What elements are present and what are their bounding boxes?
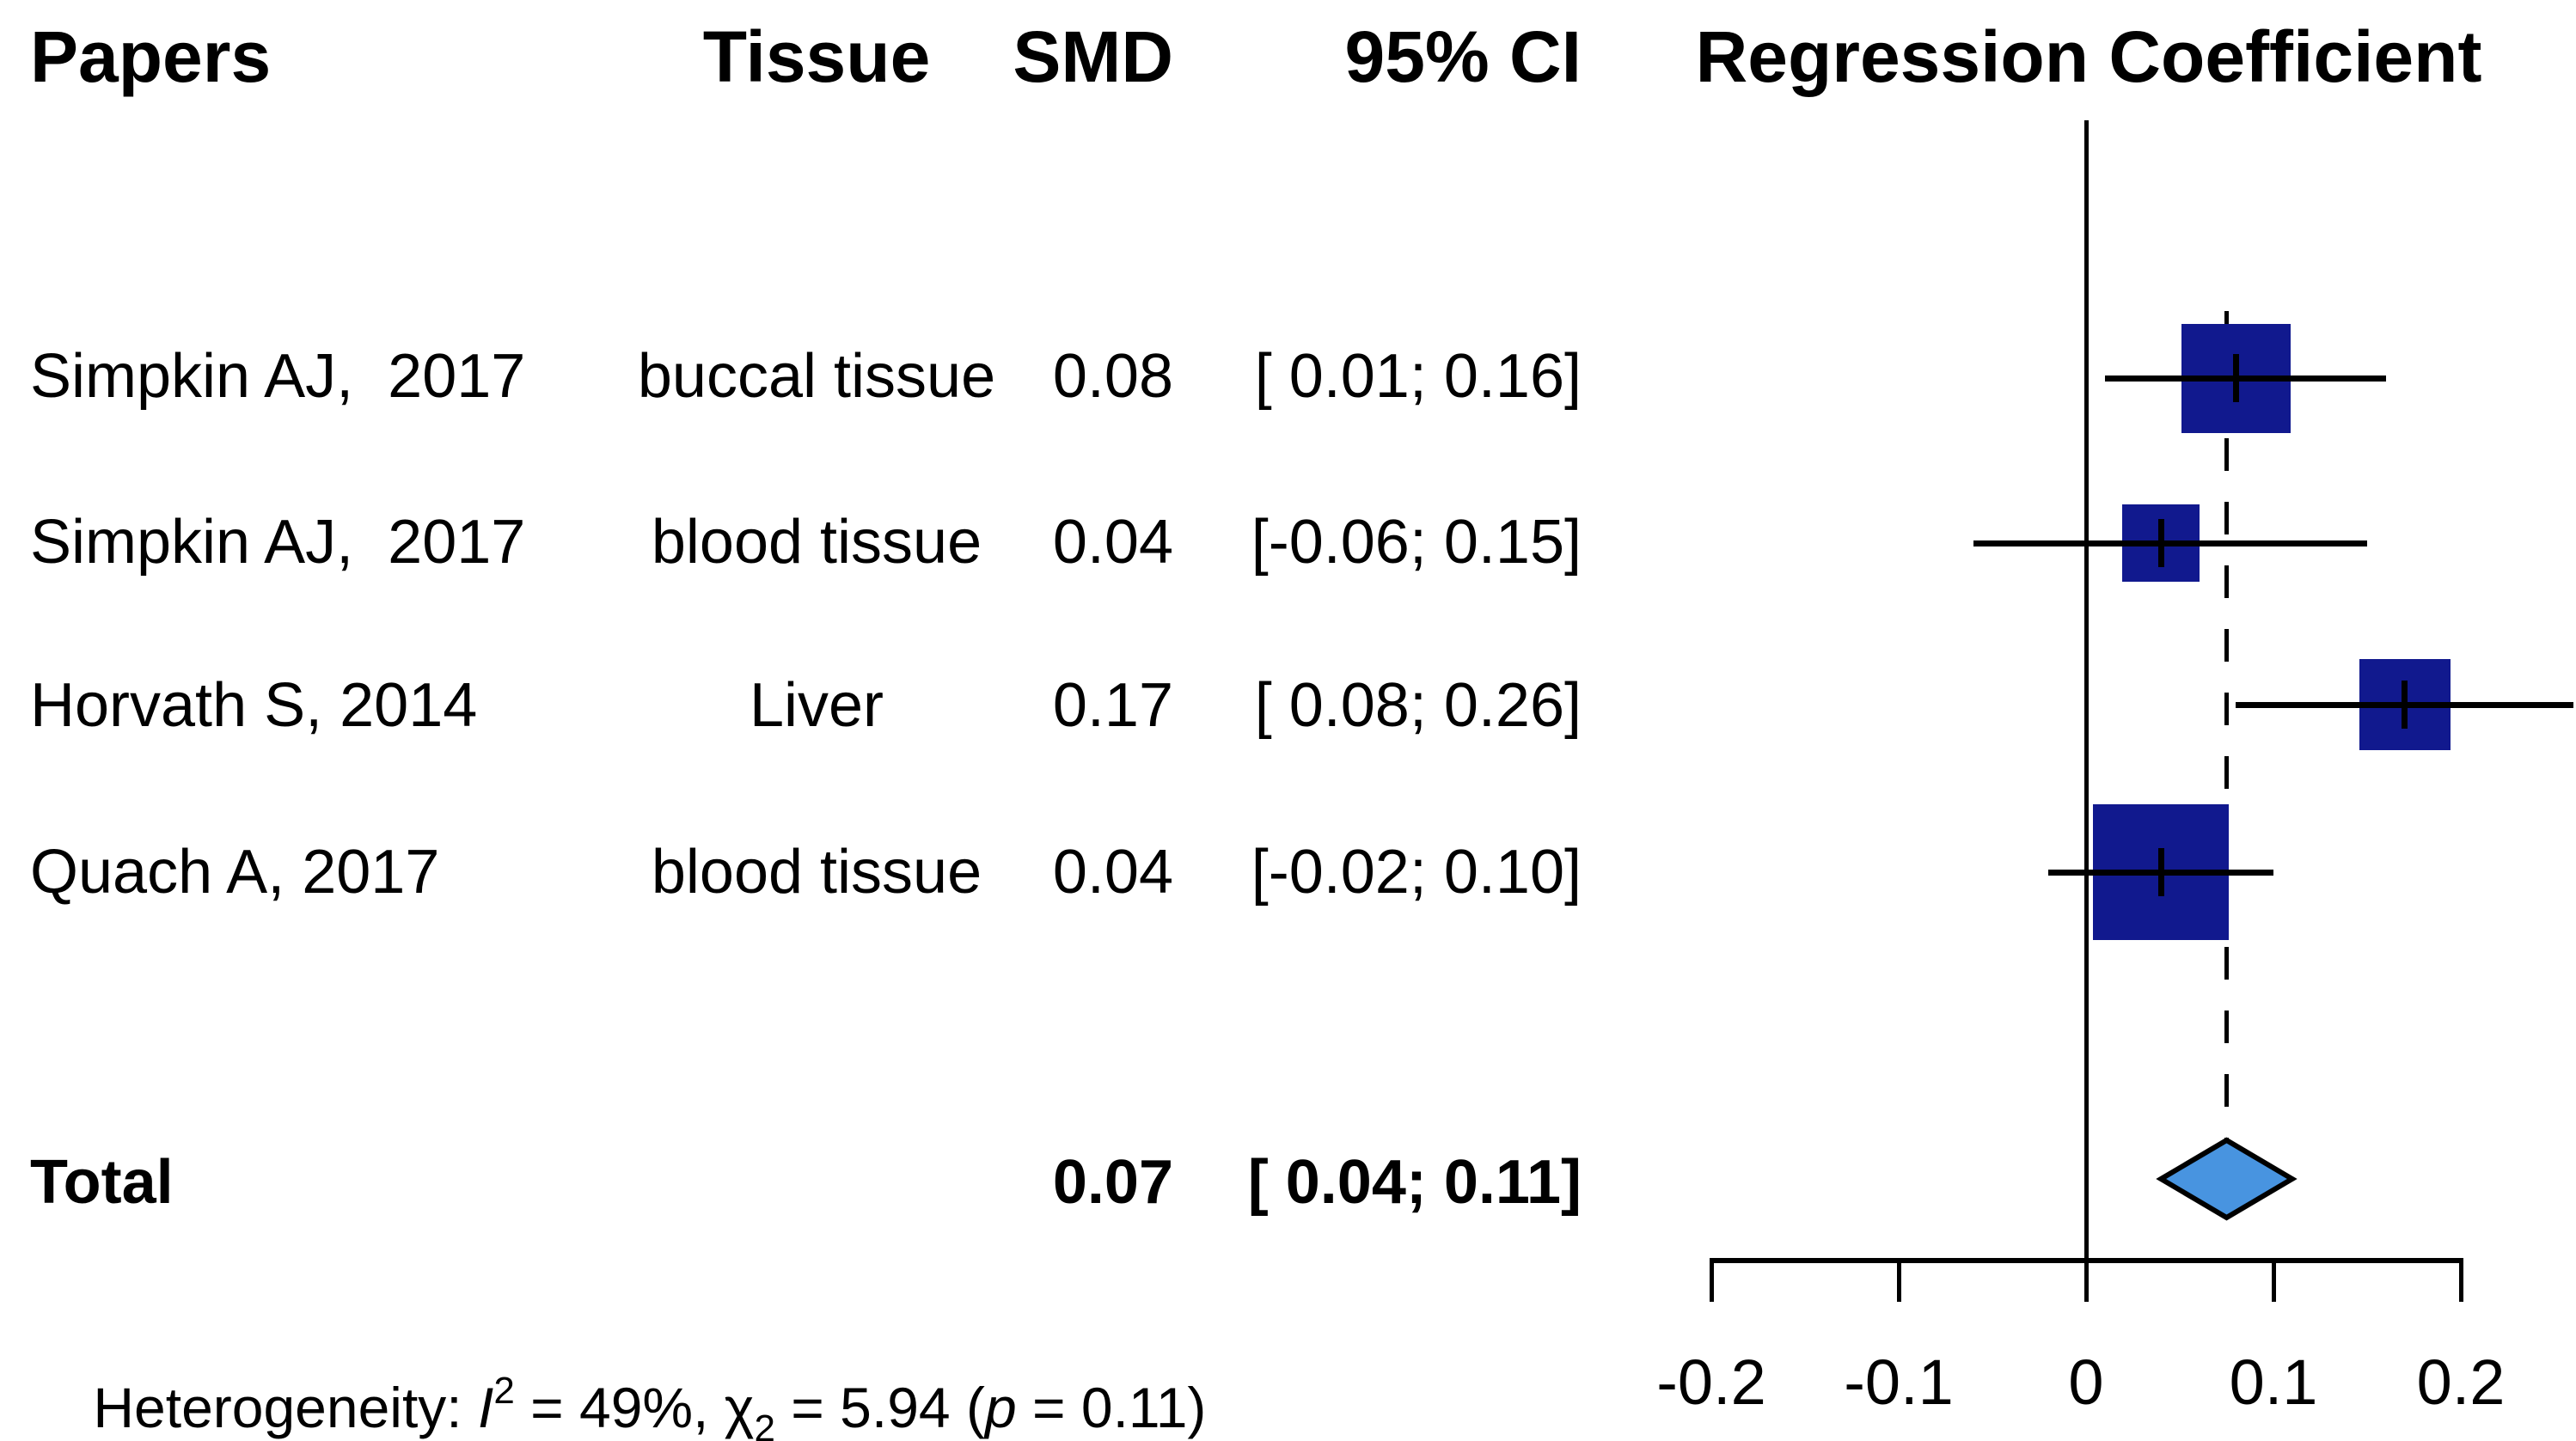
heterogeneity-p-value: = 0.11) xyxy=(1016,1376,1207,1439)
tissue-label: blood tissue xyxy=(651,508,982,577)
smd-value: 0.04 xyxy=(1052,508,1173,577)
tissue-label: Liver xyxy=(749,671,884,740)
axis-tick xyxy=(1896,1261,1901,1302)
point-estimate-marker xyxy=(2232,354,2239,402)
chi-squared-scripts: 23 xyxy=(754,1407,775,1441)
axis-tick xyxy=(2271,1261,2276,1302)
chi-exponent: 2 xyxy=(754,1407,775,1441)
i-squared-symbol: I xyxy=(477,1376,494,1439)
ci-value: [ 0.08; 0.26] xyxy=(1254,671,1582,740)
heterogeneity-prefix: Heterogeneity: xyxy=(93,1376,478,1439)
ci-value: [-0.06; 0.15] xyxy=(1251,508,1582,577)
confidence-interval-line xyxy=(1973,540,2367,546)
total-label: Total xyxy=(30,1148,174,1217)
axis-tick-label: 0.1 xyxy=(2229,1346,2318,1418)
axis-tick-label: 0.2 xyxy=(2416,1346,2506,1418)
smd-value: 0.17 xyxy=(1052,671,1173,740)
point-estimate-marker xyxy=(2157,848,2164,896)
plot-title: Regression Coefficient xyxy=(1695,16,2482,97)
paper-label: Quach A, 2017 xyxy=(30,838,440,907)
chi-squared-symbol: χ xyxy=(724,1376,755,1439)
i-squared-exponent: 2 xyxy=(493,1370,515,1412)
heterogeneity-chi2-value: = 5.94 ( xyxy=(774,1376,985,1439)
axis-tick xyxy=(2458,1261,2463,1302)
smd-value: 0.04 xyxy=(1052,838,1173,907)
paper-label: Simpkin AJ, 2017 xyxy=(30,508,526,577)
zero-effect-line xyxy=(2083,120,2089,1261)
axis-tick-label: -0.1 xyxy=(1844,1346,1954,1418)
axis-tick-label: 0 xyxy=(2068,1346,2104,1418)
tissue-label: blood tissue xyxy=(651,838,982,907)
column-header-tissue: Tissue xyxy=(702,16,931,97)
axis-tick xyxy=(2083,1261,2089,1302)
column-header-papers: Papers xyxy=(30,16,272,97)
axis-tick xyxy=(1709,1261,1714,1302)
heterogeneity-note: Heterogeneity: I2 = 49%, χ23 = 5.94 (p =… xyxy=(30,1304,1206,1441)
tissue-label: buccal tissue xyxy=(637,342,996,411)
total-ci-value: [ 0.04; 0.11] xyxy=(1247,1148,1582,1217)
ci-value: [-0.02; 0.10] xyxy=(1251,838,1582,907)
summary-diamond xyxy=(2156,1137,2298,1221)
smd-value: 0.08 xyxy=(1052,342,1173,411)
paper-label: Horvath S, 2014 xyxy=(30,671,478,740)
point-estimate-marker xyxy=(2157,519,2164,567)
p-symbol: p xyxy=(984,1376,1017,1439)
heterogeneity-i2-value: = 49%, xyxy=(514,1376,725,1439)
total-smd-value: 0.07 xyxy=(1052,1148,1173,1217)
axis-tick-label: -0.2 xyxy=(1656,1346,1766,1418)
column-header-smd: SMD xyxy=(1013,16,1173,97)
ci-value: [ 0.01; 0.16] xyxy=(1254,342,1582,411)
column-header-ci: 95% CI xyxy=(1344,16,1582,97)
point-estimate-marker xyxy=(2402,681,2408,729)
pooled-estimate-dashed-line xyxy=(2224,311,2229,1140)
confidence-interval-line xyxy=(2104,375,2386,382)
paper-label: Simpkin AJ, 2017 xyxy=(30,342,526,411)
